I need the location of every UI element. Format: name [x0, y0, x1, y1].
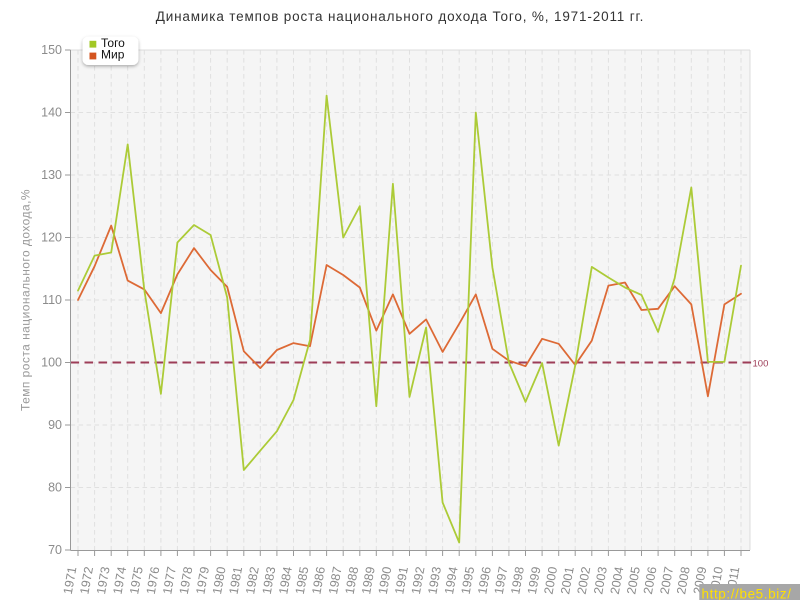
svg-text:1978: 1978 [177, 566, 196, 596]
svg-text:1990: 1990 [376, 566, 395, 596]
svg-text:1985: 1985 [293, 566, 312, 596]
svg-text:2002: 2002 [575, 566, 594, 596]
svg-text:70: 70 [48, 543, 62, 557]
svg-text:2000: 2000 [542, 566, 561, 596]
svg-text:140: 140 [41, 106, 62, 120]
svg-text:1972: 1972 [77, 566, 96, 596]
svg-text:1996: 1996 [475, 566, 494, 596]
svg-text:100: 100 [753, 359, 769, 370]
svg-text:90: 90 [48, 418, 62, 432]
svg-text:2003: 2003 [591, 566, 610, 596]
svg-text:1999: 1999 [525, 566, 544, 596]
svg-text:2006: 2006 [641, 566, 660, 596]
svg-text:1986: 1986 [309, 566, 328, 596]
svg-text:1991: 1991 [392, 566, 411, 596]
svg-text:Того: Того [101, 36, 125, 50]
svg-text:130: 130 [41, 168, 62, 182]
svg-text:2007: 2007 [658, 566, 677, 596]
svg-text:150: 150 [41, 43, 62, 57]
svg-text:1977: 1977 [160, 566, 179, 596]
svg-text:1983: 1983 [260, 566, 279, 596]
svg-text:1987: 1987 [326, 566, 345, 596]
svg-text:1976: 1976 [144, 566, 163, 596]
svg-text:1989: 1989 [359, 566, 378, 596]
svg-text:120: 120 [41, 231, 62, 245]
svg-text:Мир: Мир [101, 48, 125, 62]
svg-text:1995: 1995 [459, 566, 478, 596]
svg-text:1981: 1981 [227, 566, 246, 596]
svg-text:1971: 1971 [61, 566, 80, 596]
svg-text:1979: 1979 [193, 566, 212, 596]
svg-text:1993: 1993 [425, 566, 444, 596]
svg-text:100: 100 [41, 356, 62, 370]
svg-text:110: 110 [42, 293, 62, 307]
svg-text:Динамика темпов роста национал: Динамика темпов роста национального дохо… [156, 9, 645, 24]
svg-text:1980: 1980 [210, 566, 229, 596]
svg-text:1973: 1973 [94, 566, 113, 596]
svg-text:1974: 1974 [111, 566, 130, 596]
svg-text:http://be5.biz/: http://be5.biz/ [702, 586, 792, 600]
svg-text:2001: 2001 [558, 566, 577, 596]
svg-text:2005: 2005 [624, 566, 643, 596]
svg-text:Темп роста национального доход: Темп роста национального дохода,% [19, 189, 33, 411]
svg-text:1994: 1994 [442, 566, 461, 596]
svg-text:2008: 2008 [674, 566, 693, 596]
svg-text:1998: 1998 [508, 566, 527, 596]
svg-text:1984: 1984 [276, 566, 295, 596]
svg-text:1992: 1992 [409, 566, 428, 596]
svg-text:1975: 1975 [127, 566, 146, 596]
svg-text:1997: 1997 [492, 566, 511, 596]
svg-text:80: 80 [48, 481, 62, 495]
svg-text:1982: 1982 [243, 566, 262, 596]
svg-text:2004: 2004 [608, 566, 627, 596]
svg-text:1988: 1988 [343, 566, 362, 596]
